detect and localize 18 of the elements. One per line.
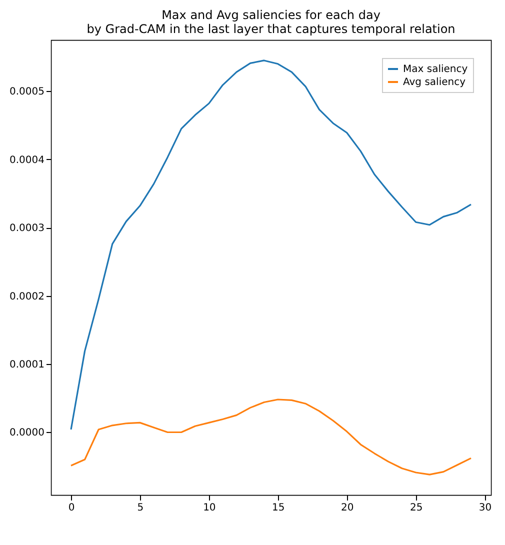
y-tick-label: 0.0003 xyxy=(10,223,44,234)
line-series xyxy=(70,398,472,476)
x-tick-label: 5 xyxy=(137,502,144,514)
y-tick-label: 0.0004 xyxy=(10,154,44,166)
chart-title: Max and Avg saliencies for each day by Grad-CAM in the last layer that captures temporal relation xyxy=(86,8,456,36)
x-tick-label: 25 xyxy=(410,502,423,514)
y-tick-label: 0.0002 xyxy=(10,291,44,302)
x-tick-label: 10 xyxy=(203,502,216,514)
y-tick-label: 0.0001 xyxy=(10,360,44,371)
legend-label: Avg saliency xyxy=(403,77,466,88)
x-tick-label: 15 xyxy=(272,502,285,514)
line-series xyxy=(70,60,472,430)
y-tick-label: 0.0005 xyxy=(10,86,44,98)
y-tick-label: 0.0000 xyxy=(10,428,44,439)
x-tick-label: 20 xyxy=(340,502,354,514)
x-tick-label: 30 xyxy=(478,502,492,514)
x-tick-label: 0 xyxy=(68,502,75,514)
legend-label: Max saliency xyxy=(403,64,468,75)
